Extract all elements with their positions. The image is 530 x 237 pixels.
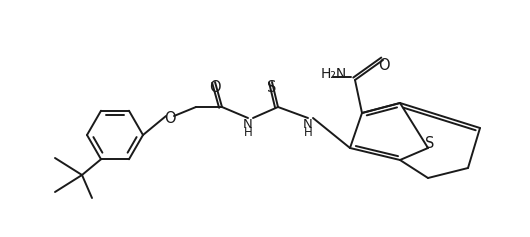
Text: S: S xyxy=(425,137,435,151)
Text: O: O xyxy=(209,79,221,95)
Text: N: N xyxy=(243,118,253,131)
Text: O: O xyxy=(164,110,176,126)
Text: N: N xyxy=(303,118,313,131)
Text: O: O xyxy=(378,58,390,73)
Text: H: H xyxy=(244,126,252,138)
Text: H₂N: H₂N xyxy=(321,67,347,81)
Text: S: S xyxy=(267,79,277,95)
Text: H: H xyxy=(304,126,312,138)
